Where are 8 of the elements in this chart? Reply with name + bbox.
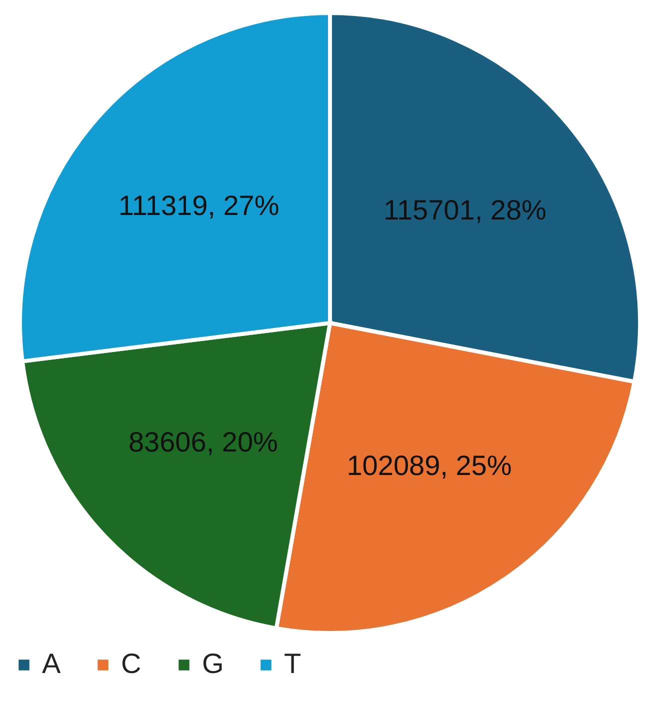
data-label: 102089, 25% bbox=[346, 450, 512, 482]
legend-label: A bbox=[42, 648, 61, 679]
data-label: 83606, 20% bbox=[128, 426, 278, 458]
data-label: 111319, 27% bbox=[118, 190, 280, 222]
legend-label: T bbox=[284, 648, 302, 679]
data-label: 115701, 28% bbox=[383, 194, 546, 226]
legend-label: G bbox=[202, 648, 224, 679]
legend-label: C bbox=[121, 648, 142, 679]
